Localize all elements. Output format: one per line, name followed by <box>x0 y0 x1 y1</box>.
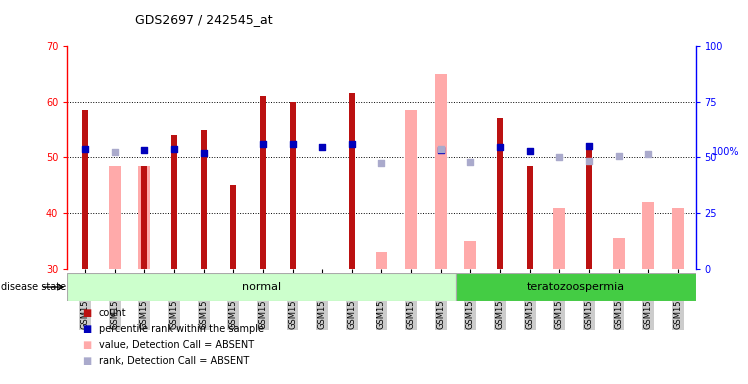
Bar <box>643 202 654 269</box>
Point <box>554 154 565 161</box>
Bar <box>171 135 177 269</box>
Bar <box>586 146 592 269</box>
Point <box>346 141 358 147</box>
Point <box>583 158 595 164</box>
Bar <box>456 273 696 301</box>
Text: ■: ■ <box>82 356 91 366</box>
Point <box>435 147 447 153</box>
Bar <box>108 166 120 269</box>
Bar <box>554 208 565 269</box>
Bar <box>435 74 447 269</box>
Bar <box>230 185 236 269</box>
Y-axis label: 100%: 100% <box>712 147 740 157</box>
Point <box>79 146 91 152</box>
Bar <box>405 110 417 269</box>
Point <box>197 150 209 156</box>
Text: percentile rank within the sample: percentile rank within the sample <box>99 324 264 334</box>
Point <box>375 160 387 166</box>
Text: ■: ■ <box>82 324 91 334</box>
Text: count: count <box>99 308 126 318</box>
Bar <box>527 166 533 269</box>
Text: normal: normal <box>242 282 281 292</box>
Bar <box>138 166 150 269</box>
Point <box>524 148 536 154</box>
Point <box>316 144 328 151</box>
Bar <box>200 130 206 269</box>
Bar <box>289 102 295 269</box>
Text: value, Detection Call = ABSENT: value, Detection Call = ABSENT <box>99 340 254 350</box>
Text: disease state: disease state <box>1 282 66 292</box>
Point <box>435 146 447 152</box>
Text: ■: ■ <box>82 340 91 350</box>
Point <box>643 151 654 157</box>
Bar <box>672 208 684 269</box>
Bar <box>67 273 456 301</box>
Bar <box>260 96 266 269</box>
Bar <box>497 119 503 269</box>
Text: GDS2697 / 242545_at: GDS2697 / 242545_at <box>135 13 272 26</box>
Bar <box>375 252 387 269</box>
Bar <box>613 238 625 269</box>
Point <box>494 144 506 151</box>
Bar <box>82 110 88 269</box>
Text: ■: ■ <box>82 308 91 318</box>
Bar <box>465 241 476 269</box>
Point <box>138 147 150 153</box>
Point <box>465 159 476 165</box>
Point <box>583 143 595 149</box>
Bar <box>141 166 147 269</box>
Point <box>613 153 625 159</box>
Bar <box>349 93 355 269</box>
Text: teratozoospermia: teratozoospermia <box>527 282 625 292</box>
Point <box>108 149 120 155</box>
Text: rank, Detection Call = ABSENT: rank, Detection Call = ABSENT <box>99 356 249 366</box>
Point <box>168 146 180 152</box>
Point <box>286 141 298 147</box>
Point <box>257 141 269 147</box>
